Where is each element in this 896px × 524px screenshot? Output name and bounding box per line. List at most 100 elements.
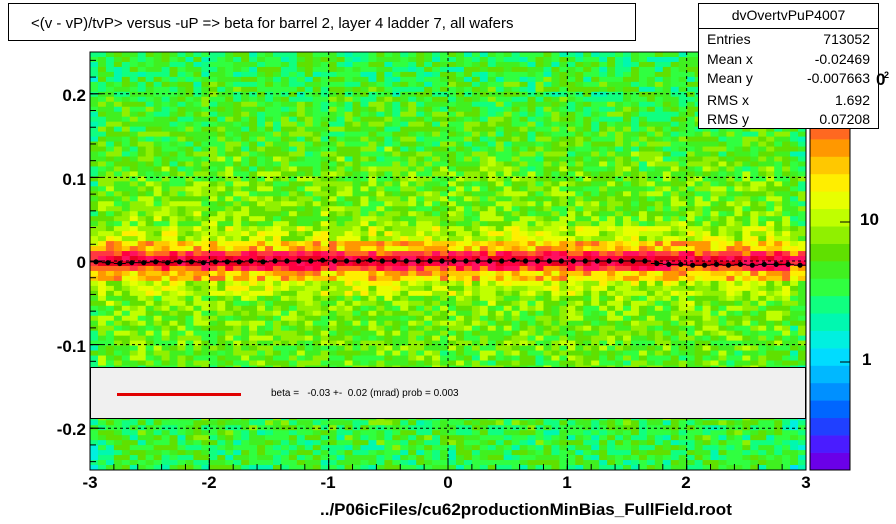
heatmap-cell bbox=[312, 261, 322, 267]
heatmap-cell bbox=[782, 270, 791, 277]
heatmap-cell bbox=[145, 315, 155, 322]
heatmap-cell bbox=[575, 290, 584, 297]
heatmap-cell bbox=[161, 71, 170, 78]
heatmap-cell bbox=[591, 171, 600, 177]
heatmap-cell bbox=[471, 81, 481, 88]
heatmap-cell bbox=[479, 151, 489, 157]
heatmap-cell bbox=[702, 211, 711, 217]
heatmap-cell bbox=[328, 256, 338, 262]
heatmap-cell bbox=[97, 151, 107, 157]
heatmap-cell bbox=[463, 181, 473, 187]
heatmap-cell bbox=[265, 270, 274, 277]
heatmap-cell bbox=[352, 166, 361, 172]
heatmap-cell bbox=[440, 221, 449, 227]
heatmap-cell bbox=[654, 305, 664, 312]
heatmap-cell bbox=[352, 106, 361, 113]
heatmap-cell bbox=[392, 295, 401, 302]
heatmap-cell bbox=[304, 196, 314, 202]
heatmap-cell bbox=[400, 251, 409, 257]
heatmap-cell bbox=[272, 251, 282, 257]
heatmap-cell bbox=[209, 216, 218, 222]
heatmap-cell bbox=[662, 71, 672, 78]
heatmap-cell bbox=[352, 141, 361, 147]
heatmap-cell bbox=[567, 231, 576, 237]
heatmap-cell bbox=[654, 181, 664, 187]
heatmap-cell bbox=[392, 265, 401, 272]
heatmap-cell bbox=[177, 116, 186, 123]
heatmap-cell bbox=[288, 66, 298, 73]
heatmap-cell bbox=[376, 236, 385, 242]
heatmap-cell bbox=[710, 216, 719, 222]
heatmap-cell bbox=[105, 216, 115, 222]
heatmap-cell bbox=[360, 241, 369, 247]
heatmap-cell bbox=[161, 285, 170, 292]
heatmap-cell bbox=[193, 106, 202, 113]
heatmap-cell bbox=[535, 310, 544, 317]
heatmap-cell bbox=[153, 166, 162, 172]
heatmap-cell bbox=[511, 246, 520, 252]
heatmap-cell bbox=[368, 166, 377, 172]
heatmap-cell bbox=[145, 61, 155, 68]
heatmap-cell bbox=[646, 71, 656, 78]
heatmap-cell bbox=[185, 106, 194, 113]
heatmap-cell bbox=[638, 166, 648, 172]
heatmap-cell bbox=[376, 151, 385, 157]
heatmap-cell bbox=[177, 66, 186, 73]
heatmap-cell bbox=[575, 86, 584, 93]
heatmap-cell bbox=[392, 290, 401, 297]
heatmap-cell bbox=[368, 106, 377, 113]
heatmap-cell bbox=[750, 285, 759, 292]
heatmap-cell bbox=[440, 66, 449, 73]
heatmap-cell bbox=[551, 211, 560, 217]
heatmap-cell bbox=[623, 151, 632, 157]
heatmap-cell bbox=[742, 280, 751, 287]
heatmap-cell bbox=[129, 325, 139, 332]
heatmap-cell bbox=[543, 66, 552, 73]
heatmap-cell bbox=[448, 261, 457, 267]
heatmap-cell bbox=[535, 96, 544, 103]
heatmap-cell bbox=[288, 186, 298, 192]
heatmap-cell bbox=[535, 290, 544, 297]
heatmap-cell bbox=[328, 181, 338, 187]
heatmap-cell bbox=[575, 76, 584, 83]
heatmap-cell bbox=[479, 206, 489, 212]
heatmap-cell bbox=[750, 290, 759, 297]
heatmap-cell bbox=[630, 206, 640, 212]
heatmap-cell bbox=[376, 186, 385, 192]
heatmap-cell bbox=[630, 161, 640, 167]
heatmap-cell bbox=[511, 166, 520, 172]
heatmap-cell bbox=[551, 71, 560, 78]
heatmap-cell bbox=[662, 111, 672, 118]
heatmap-cell bbox=[798, 231, 807, 237]
heatmap-cell bbox=[129, 86, 139, 93]
heatmap-cell bbox=[599, 191, 608, 197]
heatmap-cell bbox=[392, 236, 401, 242]
heatmap-cell bbox=[630, 275, 640, 282]
heatmap-cell bbox=[360, 295, 369, 302]
heatmap-cell bbox=[495, 121, 505, 128]
heatmap-cell bbox=[686, 61, 696, 68]
heatmap-cell bbox=[265, 181, 274, 187]
heatmap-cell bbox=[615, 201, 624, 207]
heatmap-cell bbox=[137, 221, 147, 227]
heatmap-cell bbox=[527, 61, 536, 68]
heatmap-cell bbox=[471, 285, 481, 292]
heatmap-cell bbox=[304, 106, 314, 113]
heatmap-cell bbox=[177, 216, 186, 222]
heatmap-cell bbox=[559, 201, 568, 207]
heatmap-cell bbox=[448, 136, 457, 142]
heatmap-cell bbox=[105, 136, 115, 142]
heatmap-cell bbox=[638, 201, 648, 207]
heatmap-cell bbox=[646, 111, 656, 118]
heatmap-cell bbox=[241, 71, 250, 78]
heatmap-cell bbox=[336, 176, 345, 182]
heatmap-cell bbox=[193, 211, 202, 217]
heatmap-cell bbox=[686, 256, 696, 262]
heatmap-cell bbox=[360, 91, 369, 98]
heatmap-cell bbox=[344, 251, 353, 257]
heatmap-cell bbox=[463, 310, 473, 317]
heatmap-cell bbox=[249, 166, 258, 172]
heatmap-cell bbox=[726, 320, 735, 327]
heatmap-cell bbox=[654, 280, 664, 287]
heatmap-cell bbox=[750, 280, 759, 287]
